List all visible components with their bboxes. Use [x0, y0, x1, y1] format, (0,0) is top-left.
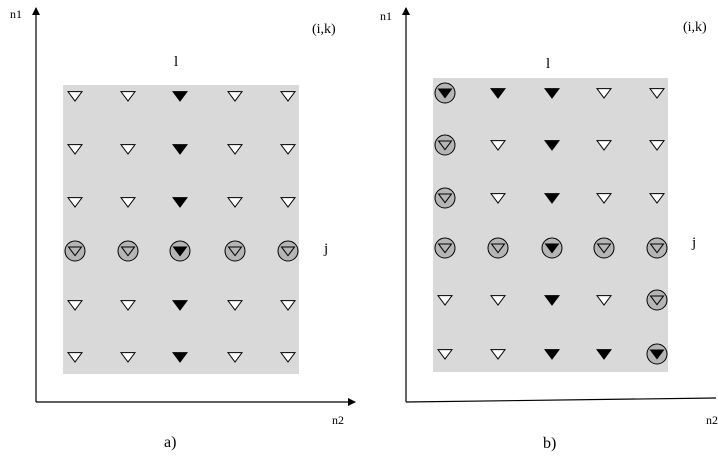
lattice-point-open — [649, 140, 665, 151]
panel-b-caption: b) — [543, 435, 556, 452]
n1-axis-label: n1 — [10, 7, 22, 21]
panel-a-caption: a) — [164, 434, 176, 451]
lattice-point-circled-gray — [277, 240, 299, 262]
column-l-label: l — [174, 54, 178, 70]
lattice-point-open — [596, 193, 612, 204]
n2-axis-label: n2 — [706, 413, 718, 427]
lattice-point-circled-gray — [117, 240, 139, 262]
lattice-point-open — [227, 197, 243, 208]
lattice-point-filled — [172, 144, 188, 155]
lattice-point-open — [67, 144, 83, 155]
lattice-point-open — [227, 300, 243, 311]
lattice-point-open — [280, 352, 296, 363]
row-j-label: j — [323, 241, 328, 257]
row-j-label: j — [691, 235, 696, 251]
lattice-point-circled-black — [646, 343, 668, 365]
lattice-point-filled — [544, 140, 560, 151]
lattice-point-open — [227, 144, 243, 155]
lattice-point-filled — [544, 193, 560, 204]
lattice-point-circled-black — [434, 82, 456, 104]
lattice-point-open — [490, 140, 506, 151]
lattice-point-circled-black — [169, 240, 191, 262]
lattice-point-circled-gray — [224, 240, 246, 262]
n2-axis — [405, 397, 717, 403]
marker-grid-b — [434, 82, 668, 365]
lattice-point-open — [490, 193, 506, 204]
lattice-point-circled-gray — [646, 289, 668, 311]
lattice-point-filled — [544, 349, 560, 360]
marker-grid-a — [64, 91, 299, 363]
column-l-label: l — [546, 56, 550, 72]
lattice-point-open — [67, 91, 83, 102]
lattice-point-filled — [172, 300, 188, 311]
lattice-point-circled-gray — [64, 240, 86, 262]
lattice-point-open — [280, 300, 296, 311]
lattice-point-circled-gray — [434, 134, 456, 156]
lattice-point-open — [490, 349, 506, 360]
lattice-point-open — [120, 91, 136, 102]
lattice-point-open — [437, 295, 453, 306]
lattice-point-open — [596, 295, 612, 306]
lattice-point-open — [596, 140, 612, 151]
lattice-point-circled-gray — [593, 237, 615, 259]
lattice-point-filled — [490, 88, 506, 99]
lattice-point-open — [120, 300, 136, 311]
lattice-point-filled — [544, 295, 560, 306]
lattice-point-filled — [172, 352, 188, 363]
panel-b: n1 n2 (i,k) l j b) — [380, 7, 718, 452]
lattice-point-filled — [172, 91, 188, 102]
lattice-point-open — [280, 197, 296, 208]
lattice-point-open — [490, 295, 506, 306]
lattice-point-circled-gray — [434, 237, 456, 259]
lattice-point-open — [120, 197, 136, 208]
lattice-point-open — [67, 300, 83, 311]
lattice-point-open — [437, 349, 453, 360]
lattice-point-open — [227, 352, 243, 363]
lattice-point-open — [227, 91, 243, 102]
lattice-point-circled-gray — [487, 237, 509, 259]
lattice-point-open — [596, 88, 612, 99]
lattice-point-open — [67, 352, 83, 363]
n2-axis-label: n2 — [332, 413, 344, 427]
lattice-point-circled-gray — [646, 237, 668, 259]
lattice-point-open — [280, 91, 296, 102]
lattice-point-open — [120, 144, 136, 155]
ik-label: (i,k) — [312, 22, 336, 37]
lattice-point-filled — [544, 88, 560, 99]
lattice-point-circled-gray — [434, 187, 456, 209]
region-b — [433, 78, 668, 372]
lattice-point-open — [120, 352, 136, 363]
lattice-point-open — [280, 144, 296, 155]
n1-axis-label: n1 — [380, 9, 392, 23]
lattice-point-circled-black — [541, 237, 563, 259]
lattice-point-open — [649, 193, 665, 204]
lattice-point-open — [649, 88, 665, 99]
region-a — [63, 85, 299, 374]
lattice-point-filled — [596, 349, 612, 360]
ik-label: (i,k) — [683, 20, 707, 35]
panel-a: n1 n2 (i,k) l j a) — [10, 7, 356, 451]
lattice-point-filled — [172, 197, 188, 208]
lattice-point-open — [67, 197, 83, 208]
